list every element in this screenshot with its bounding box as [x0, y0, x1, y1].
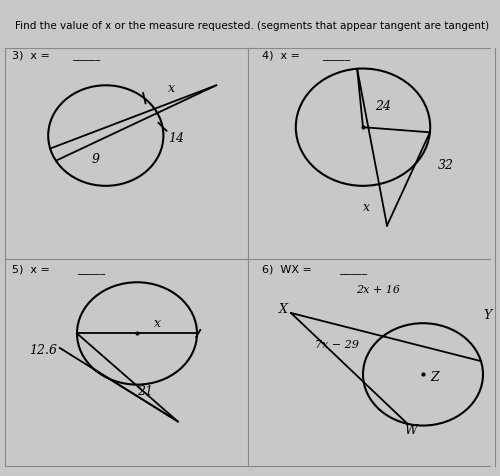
Text: x: x [363, 201, 370, 214]
Text: 3)  x =: 3) x = [12, 50, 50, 60]
Text: 14: 14 [168, 132, 184, 145]
Text: 32: 32 [438, 159, 454, 172]
Text: x: x [154, 317, 161, 330]
Text: 24: 24 [375, 100, 391, 113]
Text: 21: 21 [137, 385, 153, 398]
Text: _____: _____ [72, 51, 101, 61]
Text: Z: Z [430, 370, 439, 384]
Text: 7x − 29: 7x − 29 [315, 340, 359, 350]
Text: x: x [168, 81, 175, 95]
Text: 4)  x =: 4) x = [262, 50, 300, 60]
Text: _____: _____ [77, 265, 105, 275]
Text: 5)  x =: 5) x = [12, 264, 50, 274]
Text: 12.6: 12.6 [29, 344, 57, 357]
Text: 6)  WX =: 6) WX = [262, 264, 312, 274]
Text: 2x + 16: 2x + 16 [356, 285, 400, 295]
Text: 9: 9 [92, 153, 100, 166]
Text: _____: _____ [339, 265, 367, 275]
Text: X: X [279, 303, 288, 316]
Text: Y: Y [483, 309, 491, 322]
Text: Find the value of x or the measure requested. (segments that appear tangent are : Find the value of x or the measure reque… [15, 21, 489, 31]
Text: _____: _____ [322, 51, 350, 61]
Text: W: W [404, 424, 416, 437]
